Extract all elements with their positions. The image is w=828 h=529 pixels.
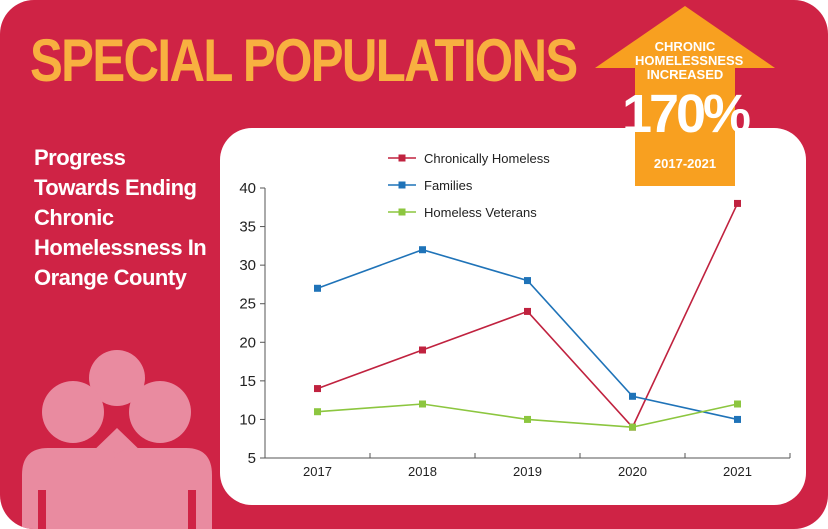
data-point [734,400,741,408]
x-tick-label: 2017 [303,464,332,479]
badge-headline: CHRONIC HOMELESSNESS INCREASED [635,39,744,82]
data-point [734,199,741,207]
data-point [314,385,321,393]
data-point [629,423,636,431]
y-tick-label: 35 [239,219,256,236]
data-point [524,277,531,285]
legend-marker [398,181,406,189]
legend-label: Homeless Veterans [424,205,537,220]
legend-marker [398,208,406,216]
series-line [317,403,738,428]
x-tick-label: 2020 [618,464,647,479]
x-tick-label: 2019 [513,464,542,479]
y-tick-label: 25 [239,296,256,313]
page-title: SPECIAL POPULATIONS [30,27,578,94]
line-chart: 5 10 15 20 25 30 35 40 2017 2018 2019 2020 2021 Chron… [239,151,791,479]
data-point [314,284,321,292]
data-point [524,415,531,423]
y-tick-label: 40 [239,180,256,197]
legend-label: Chronically Homeless [424,151,550,166]
data-point [419,400,426,408]
chart-subtitle: Progress Towards Ending Chronic Homeless… [34,145,207,290]
up-arrow-icon [595,6,775,186]
series-line [317,203,739,429]
data-point [314,408,321,416]
y-tick-label: 10 [239,411,256,428]
data-point [734,415,741,423]
legend-label: Families [424,178,473,193]
badge-period: 2017-2021 [653,156,717,171]
y-tick-label: 20 [239,334,256,351]
data-point [419,346,426,354]
y-tick-label: 30 [239,257,256,274]
data-point [629,392,636,400]
people-group-icon [22,350,212,529]
data-point [524,307,531,315]
x-tick-label: 2021 [723,464,752,479]
data-point [419,246,426,254]
x-tick-label: 2018 [408,464,437,479]
badge-value: 170% [621,84,751,144]
y-tick-label: 5 [248,450,256,467]
y-tick-label: 15 [239,373,256,390]
chart-panel: 5 10 15 20 25 30 35 40 2017 2018 2019 2020 2021 Chron… [220,128,806,505]
series-line [317,248,738,421]
legend-marker [398,154,406,162]
